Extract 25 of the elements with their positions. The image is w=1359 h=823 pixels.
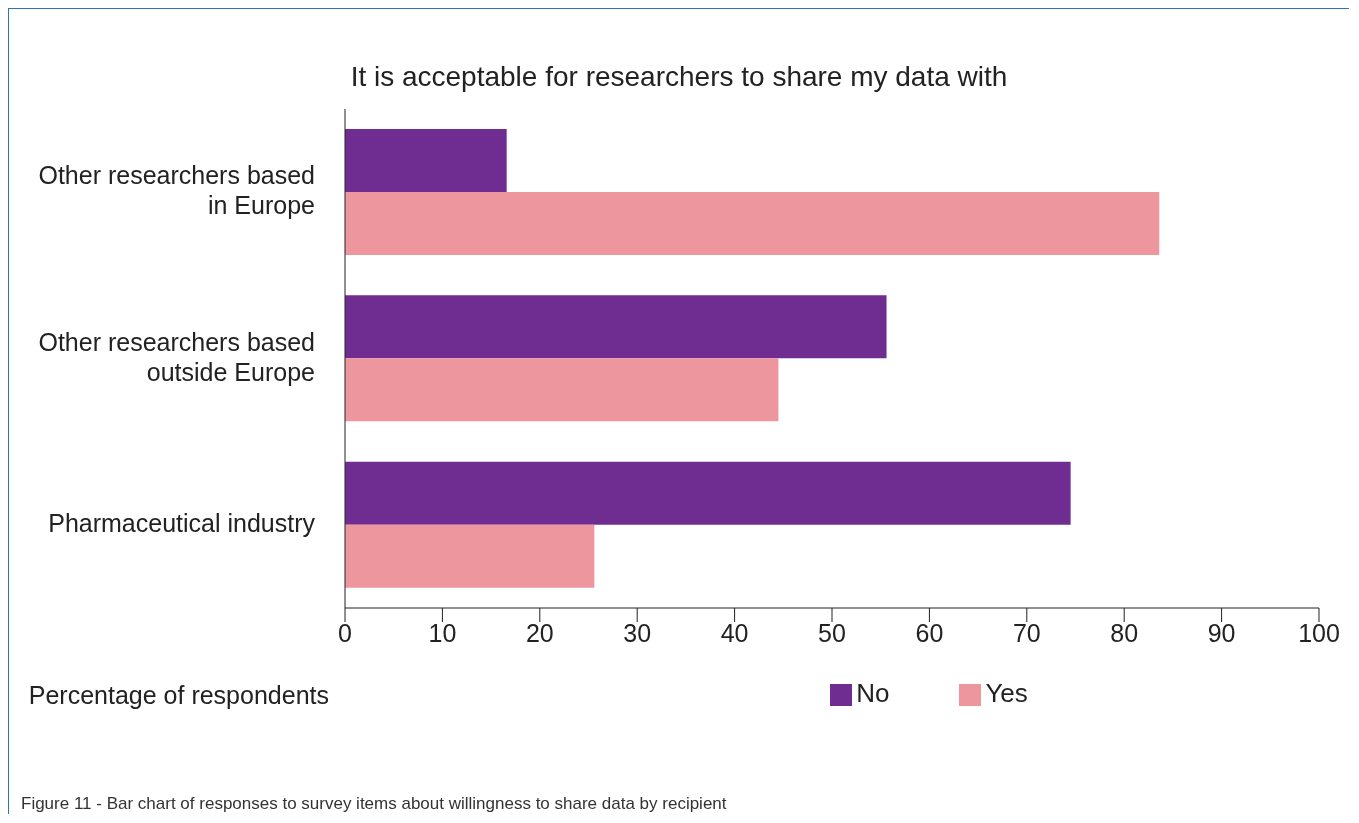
x-tick-label: 60: [915, 618, 944, 647]
x-tick-label: 50: [818, 618, 846, 647]
bar: [345, 295, 887, 359]
bar: [345, 128, 507, 192]
x-tick-label: 70: [1012, 618, 1041, 647]
x-tick-label: 100: [1298, 618, 1340, 647]
x-tick-label: 90: [1207, 618, 1236, 647]
y-tick-label: Other researchers based outside Europe: [38, 327, 315, 386]
legend-label: No: [856, 678, 890, 708]
x-tick-label: 10: [428, 618, 457, 647]
y-tick-label: Other researchers based in Europe: [38, 160, 315, 219]
x-tick-label: 40: [720, 618, 749, 647]
x-tick-label: 20: [525, 618, 554, 647]
caption: Figure 11 - Bar chart of responses to survey items about willingness to share data by recipient: [21, 794, 727, 814]
bar: [345, 461, 1071, 525]
bar: [345, 524, 595, 588]
x-tick-label: 80: [1110, 618, 1139, 647]
x-tick-label: 30: [623, 618, 652, 647]
bar: [345, 358, 779, 422]
x-axis-title: Percentage of respondents: [28, 681, 329, 710]
x-tick-label: 0: [338, 618, 352, 647]
y-tick-label: Pharmaceutical industry: [48, 508, 316, 537]
chart-title: It is acceptable for researchers to share my data with: [349, 61, 1009, 93]
legend-label: Yes: [985, 678, 1028, 708]
bar: [345, 191, 1160, 255]
